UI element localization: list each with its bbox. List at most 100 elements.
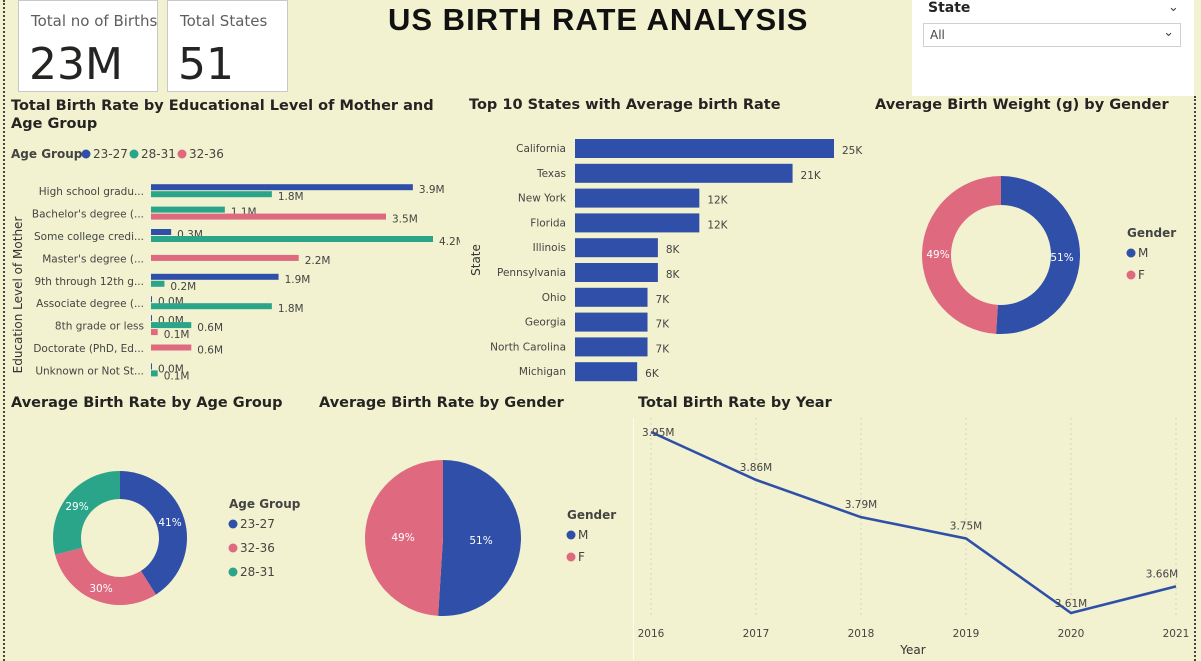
data-label: 8K	[666, 244, 681, 256]
legend-swatch	[129, 149, 139, 159]
age-chart[interactable]: 41% 30% 29% Age Group 23-27 32-36 28-31	[8, 418, 313, 658]
state-dropdown[interactable]: All ⌄	[923, 23, 1181, 47]
data-label: 0.1M	[164, 329, 190, 341]
legend-label: M	[1138, 246, 1148, 260]
data-label: 25K	[842, 145, 863, 157]
bar	[151, 184, 413, 191]
bar	[575, 213, 700, 233]
gender-chart[interactable]: 51% 49% Gender MF	[316, 418, 632, 658]
bar	[151, 344, 192, 351]
data-label: 4.2M	[439, 236, 460, 248]
x-tick-label: 2020	[1058, 628, 1085, 640]
x-tick-label: 2021	[1163, 628, 1190, 640]
legend-label: 28-31	[240, 565, 275, 579]
data-label: 1.9M	[285, 274, 311, 286]
bar	[151, 191, 272, 198]
bar	[575, 337, 648, 357]
card-total-states: Total States 51	[167, 0, 288, 92]
legend-label: F	[1138, 268, 1145, 282]
bar	[151, 363, 152, 370]
legend-label: 28-31	[141, 147, 176, 161]
edu-title-line-2: Age Group	[11, 116, 98, 132]
edu-chart-title: Total Birth Rate by Educational Level of…	[11, 97, 434, 133]
slice-label: 30%	[89, 583, 112, 595]
category-label: Ohio	[542, 292, 566, 304]
data-label: 1.8M	[278, 303, 304, 315]
gender-chart-title: Average Birth Rate by Gender	[319, 395, 564, 411]
x-tick-label: 2018	[848, 628, 875, 640]
bar	[575, 287, 648, 307]
data-label: 7K	[656, 319, 671, 331]
bar	[575, 312, 648, 332]
category-label: California	[516, 143, 566, 155]
data-label: 3.9M	[419, 184, 445, 196]
year-chart[interactable]: 3.95M 2016 3.86M 2017 3.79M 2018 3.75M 2019 3.61…	[633, 418, 1193, 660]
slice-label: 51%	[1050, 252, 1073, 264]
card-label: Total States	[180, 12, 268, 30]
right-border	[1194, 96, 1196, 661]
left-border	[3, 0, 5, 661]
data-label: 8K	[666, 269, 681, 281]
bar	[151, 229, 172, 235]
data-label: 3.95M	[642, 427, 674, 439]
category-label: Doctorate (PhD, Ed...	[33, 343, 144, 355]
bar	[151, 273, 279, 280]
data-label: 3.5M	[392, 214, 418, 226]
data-label: 3.79M	[845, 499, 877, 511]
data-label: 0.0M	[158, 363, 184, 375]
year-chart-title: Total Birth Rate by Year	[638, 395, 832, 411]
legend-swatch	[566, 552, 576, 562]
category-label: 8th grade or less	[55, 321, 144, 333]
card-value: 51	[178, 39, 234, 90]
data-label: 12K	[707, 195, 728, 207]
legend-swatch	[228, 543, 238, 553]
category-label: Associate degree (...	[36, 298, 144, 310]
category-label: Texas	[536, 168, 566, 180]
pie-slice	[53, 471, 120, 555]
category-label: Bachelor's degree (...	[32, 209, 144, 221]
slice-label: 29%	[65, 501, 88, 513]
bar	[575, 263, 658, 282]
category-label: Illinois	[533, 242, 566, 254]
x-axis-label: Year	[899, 643, 925, 657]
legend-label: M	[578, 528, 588, 542]
legend-title: Age Group	[11, 147, 83, 161]
bar	[151, 280, 165, 287]
age-chart-title: Average Birth Rate by Age Group	[11, 395, 283, 411]
pie-slice	[55, 547, 156, 605]
edu-chart[interactable]: Age Group 23-27 28-31 32-36 Education Level …	[8, 140, 460, 390]
data-label: 3.66M	[1146, 568, 1178, 580]
data-label: 7K	[656, 343, 671, 355]
legend-swatch	[228, 519, 238, 529]
pie-slice	[438, 460, 521, 616]
category-label: Michigan	[519, 366, 566, 378]
legend-swatch	[1126, 270, 1136, 280]
category-label: North Carolina	[490, 341, 566, 353]
category-label: High school gradu...	[39, 186, 144, 198]
x-tick-label: 2019	[953, 628, 980, 640]
chevron-down-icon[interactable]: ⌄	[1168, 0, 1179, 15]
state-slicer[interactable]: State ⌄ All ⌄	[912, 0, 1194, 96]
bar	[151, 254, 299, 261]
pie-slice	[996, 176, 1080, 334]
category-label: Master's degree (...	[42, 253, 144, 265]
data-label: 12K	[707, 219, 728, 231]
category-label: Pennsylvania	[497, 267, 566, 279]
category-label: Some college credi...	[34, 231, 144, 243]
legend-label: 32-36	[240, 541, 275, 555]
bar	[575, 163, 793, 183]
bar	[575, 188, 700, 208]
slice-label: 51%	[469, 535, 492, 547]
bar	[575, 139, 834, 158]
legend-swatch	[1126, 248, 1136, 258]
legend-title: Gender	[567, 508, 616, 522]
legend-label: 23-27	[240, 517, 275, 531]
slice-label: 41%	[158, 517, 181, 529]
data-label: 1.8M	[278, 191, 304, 203]
data-label: 21K	[801, 170, 822, 182]
y-axis-label: State	[469, 244, 483, 276]
bar	[151, 213, 386, 220]
weight-chart[interactable]: 51% 49% Gender MF	[875, 125, 1193, 390]
page-title: US BIRTH RATE ANALYSIS	[388, 2, 809, 37]
states-chart[interactable]: State California 25K Texas 21K New York 12K Flo…	[466, 125, 870, 390]
